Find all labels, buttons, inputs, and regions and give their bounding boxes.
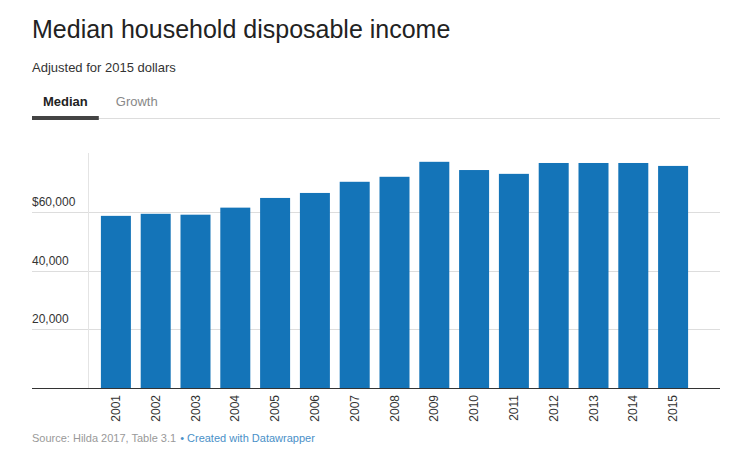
bar	[181, 215, 211, 388]
bar	[141, 214, 171, 388]
bar	[499, 174, 529, 388]
tab-rule	[32, 118, 720, 119]
grid-line	[32, 329, 720, 330]
chart-root: Median household disposable income Adjust…	[0, 0, 752, 463]
x-tick-label: 2010	[467, 395, 481, 422]
title: Median household disposable income	[32, 15, 450, 43]
bar	[539, 163, 569, 388]
x-tick-label: 2008	[388, 395, 402, 422]
x-tick-label: 2007	[348, 395, 362, 422]
bar	[380, 177, 410, 388]
x-tick-label: 2002	[149, 395, 163, 422]
source: Source: Hilda 2017, Table 3.1 • Created w…	[32, 432, 315, 444]
bar	[618, 163, 648, 388]
bar	[260, 198, 290, 388]
source-text: Source: Hilda 2017, Table 3.1	[32, 432, 176, 444]
subtitle: Adjusted for 2015 dollars	[32, 60, 176, 75]
bar	[101, 216, 131, 388]
x-tick-label: 2014	[626, 395, 640, 422]
tab-underline	[32, 116, 99, 120]
y-axis-line	[88, 153, 89, 388]
chart-svg: Median household disposable income Adjust…	[0, 0, 752, 463]
grid-line	[32, 271, 720, 272]
bars	[101, 162, 688, 388]
bar	[300, 193, 330, 388]
tab[interactable]: Median	[43, 94, 88, 109]
y-tick-label: 20,000	[32, 312, 69, 326]
bar	[658, 166, 688, 388]
x-tick-label: 2005	[268, 395, 282, 422]
bar	[340, 182, 370, 388]
x-tick-label: 2011	[507, 395, 521, 421]
y-tick-label: $60,000	[32, 195, 76, 209]
x-tick-label: 2004	[228, 395, 242, 422]
y-tick-label: 40,000	[32, 254, 69, 268]
bar	[419, 162, 449, 388]
x-tick-label: 2009	[427, 395, 441, 422]
credit[interactable]: • Created with Datawrapper	[180, 432, 315, 444]
bar	[220, 208, 250, 388]
x-tick-label: 2006	[308, 395, 322, 422]
baseline	[32, 388, 720, 389]
x-tick-label: 2012	[547, 395, 561, 422]
x-tick-label: 2001	[109, 395, 123, 422]
bar	[459, 170, 489, 388]
grid-line	[32, 212, 720, 213]
tab[interactable]: Growth	[116, 94, 158, 109]
x-tick-label: 2013	[587, 395, 601, 422]
bar	[579, 163, 609, 388]
x-tick-label: 2015	[666, 395, 680, 422]
x-tick-label: 2003	[189, 395, 203, 422]
